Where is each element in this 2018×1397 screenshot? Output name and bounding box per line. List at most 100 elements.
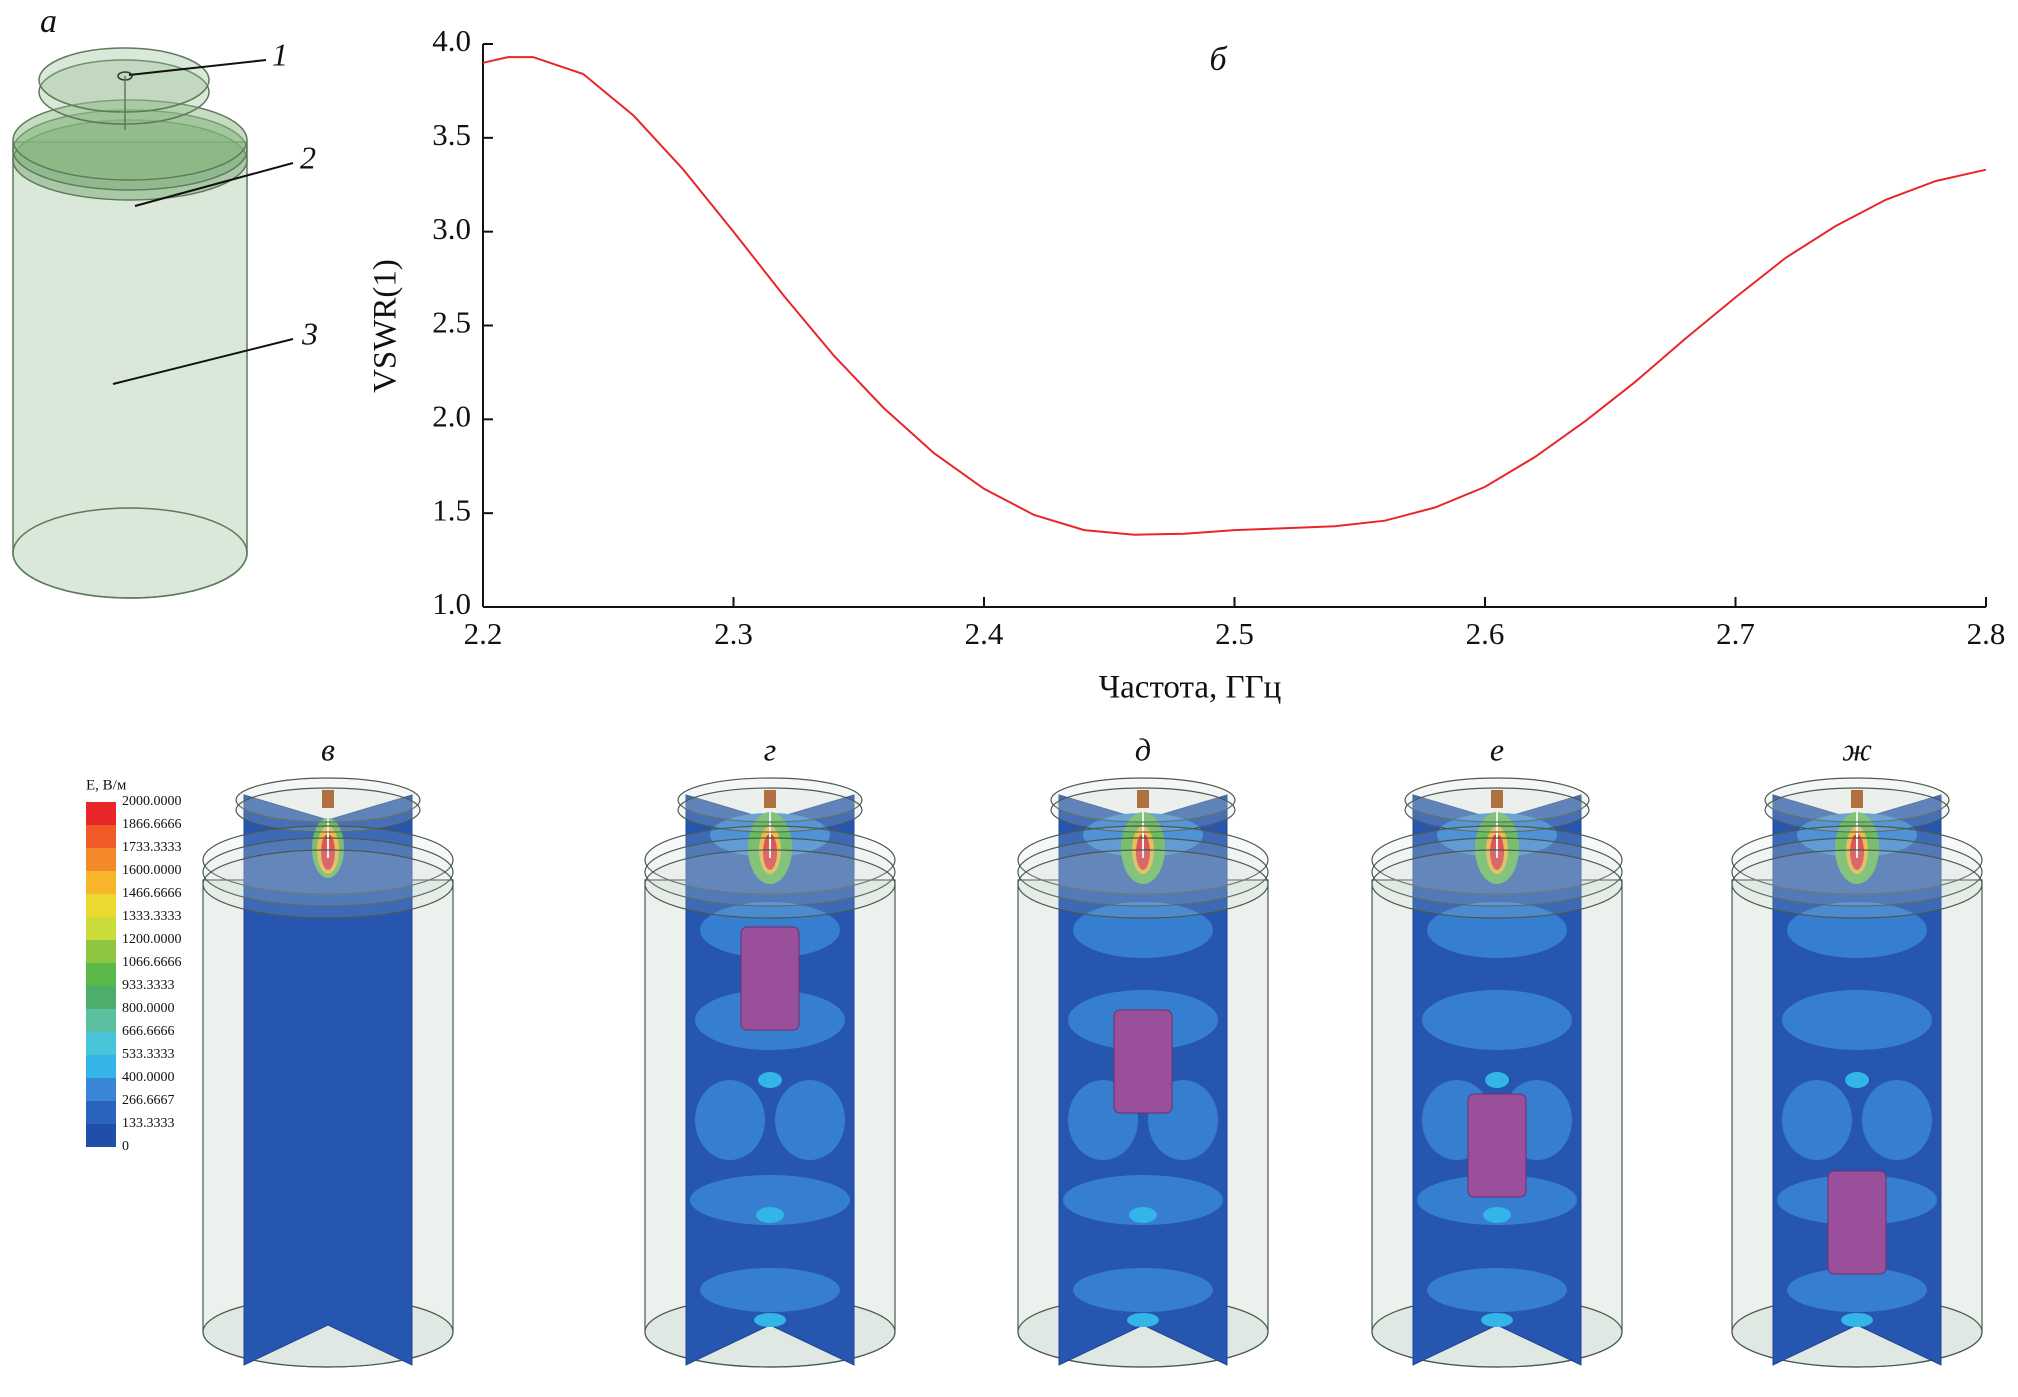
field-peak (756, 1207, 784, 1223)
colorbar-segment (86, 1055, 116, 1078)
colorbar-label: 1466.6666 (122, 886, 182, 901)
x-tick-label: 2.4 (965, 616, 1004, 651)
colorbar-label: 533.3333 (122, 1047, 175, 1062)
dielectric-object (1113, 1009, 1173, 1114)
field-peak (1485, 1072, 1509, 1088)
field-zone (1862, 1080, 1932, 1160)
panel-label: а (40, 3, 57, 40)
dielectric-object (1467, 1093, 1527, 1198)
colorbar-segment (86, 1078, 116, 1101)
y-tick-label: 1.0 (432, 586, 471, 621)
colorbar-label: 133.3333 (122, 1116, 175, 1131)
x-tick-label: 2.5 (1215, 616, 1254, 651)
field-peak (1483, 1207, 1511, 1223)
top-disc (1764, 787, 1950, 833)
field-zone (700, 1268, 840, 1312)
colorbar-label: 1600.0000 (122, 863, 182, 878)
field-plot (1017, 777, 1269, 1368)
feed (1851, 790, 1863, 808)
y-tick-label: 3.5 (432, 117, 471, 152)
panel-label: г (764, 731, 776, 767)
top-disc (1404, 787, 1590, 833)
colorbar-segment (86, 802, 116, 825)
field-plot (202, 777, 454, 1368)
leader-line (128, 59, 267, 76)
field-zone (1782, 1080, 1852, 1160)
x-tick-label: 2.2 (464, 616, 503, 651)
part-label: 2 (300, 139, 316, 175)
field-plot (1371, 777, 1623, 1368)
colorbar-label: 266.6667 (122, 1093, 175, 1108)
feed (1137, 790, 1149, 808)
colorbar-segment (86, 894, 116, 917)
field-plot (644, 777, 896, 1368)
leaders (112, 59, 294, 385)
dielectric-object (1827, 1170, 1887, 1275)
colorbar-segment (86, 848, 116, 871)
cylinder-bottom (12, 507, 248, 599)
data-line (482, 56, 1987, 536)
field-peak (1841, 1313, 1873, 1327)
colorbar-segment (86, 917, 116, 940)
y-tick-label: 3.0 (432, 211, 471, 246)
ring (1731, 849, 1983, 919)
x-axis-label: Частота, ГГц (1099, 670, 1282, 706)
field-peak (758, 1072, 782, 1088)
colorbar-segment (86, 963, 116, 986)
colorbar-label: 400.0000 (122, 1070, 175, 1085)
chart-title: б (1209, 41, 1228, 78)
field-zone (1073, 902, 1213, 958)
colorbar-segment (86, 871, 116, 894)
colorbar-label: 1333.3333 (122, 909, 182, 924)
field-zone (1787, 902, 1927, 958)
y-tick-label: 1.5 (432, 492, 471, 527)
field-peak (1127, 1313, 1159, 1327)
field-zone (775, 1080, 845, 1160)
top-disc (1050, 787, 1236, 833)
colorbar-segment (86, 1101, 116, 1124)
feed (1491, 790, 1503, 808)
x-tick-label: 2.3 (714, 616, 753, 651)
colorbar-title: E, В/м (86, 777, 127, 793)
leader-line (112, 338, 294, 385)
field-zone (1073, 1268, 1213, 1312)
colorbar-label: 1066.6666 (122, 955, 182, 970)
ring (644, 849, 896, 919)
leader-line (134, 162, 294, 207)
colorbar-segment (86, 1009, 116, 1032)
colorbar-label: 800.0000 (122, 1001, 175, 1016)
field-peak (1481, 1313, 1513, 1327)
top-disc (677, 787, 863, 833)
colorbar-label: 1866.6666 (122, 817, 182, 832)
ring (12, 99, 248, 181)
y-tick-label: 2.0 (432, 398, 471, 433)
field-zone (690, 1175, 850, 1225)
colorbar-segment (86, 1032, 116, 1055)
field-peak (754, 1313, 786, 1327)
y-tick-label: 2.5 (432, 305, 471, 340)
ring (202, 849, 454, 919)
x-tick-label: 2.8 (1967, 616, 2006, 651)
x-tick-label: 2.7 (1716, 616, 1755, 651)
colorbar-segment (86, 986, 116, 1009)
panel-label: е (1490, 731, 1504, 767)
field-zone (1427, 1268, 1567, 1312)
part-label: 3 (301, 315, 318, 351)
cylinder-body (12, 141, 248, 599)
x-tick-label: 2.6 (1466, 616, 1505, 651)
y-tick-label: 4.0 (432, 23, 471, 58)
dielectric-object (740, 926, 800, 1031)
colorbar-label: 2000.0000 (122, 794, 182, 809)
colorbar-segment (86, 1124, 116, 1147)
antenna-drawing (12, 47, 248, 599)
field-zone (1063, 1175, 1223, 1225)
colorbar-label: 1200.0000 (122, 932, 182, 947)
colorbar-label: 933.3333 (122, 978, 175, 993)
ring (1371, 849, 1623, 919)
colorbar-segment (86, 825, 116, 848)
field-zone (695, 1080, 765, 1160)
colorbar-segment (86, 940, 116, 963)
panel-label: ж (1842, 731, 1872, 767)
colorbar-label: 666.6666 (122, 1024, 175, 1039)
